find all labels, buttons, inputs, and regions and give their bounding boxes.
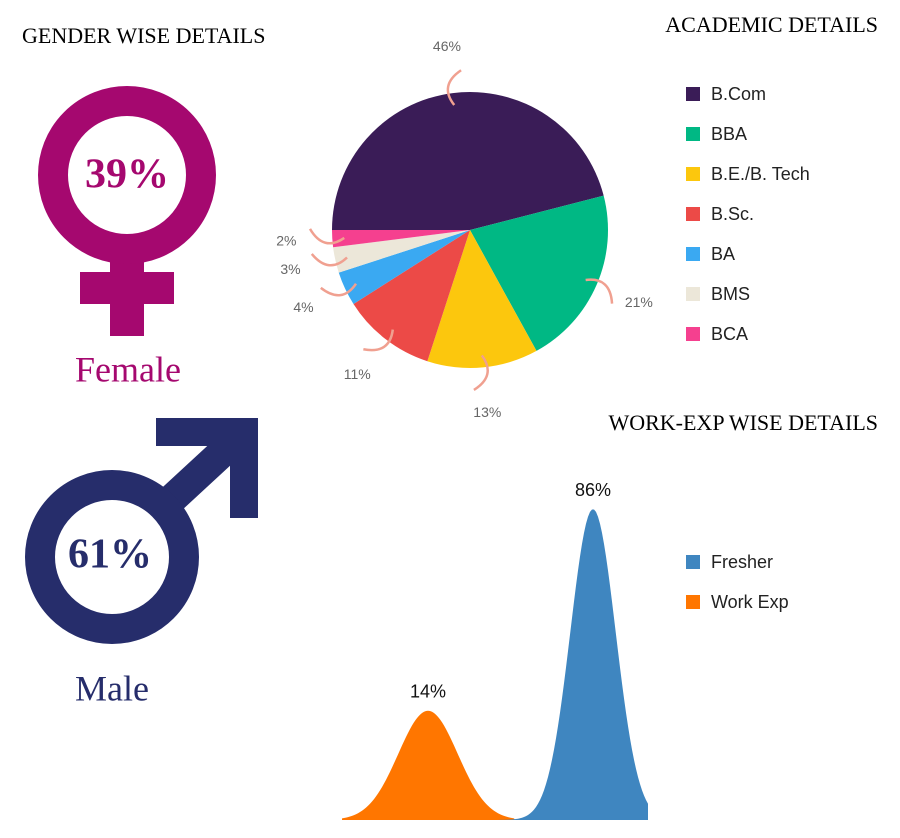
work-title: WORK-EXP WISE DETAILS (608, 410, 878, 435)
legend-swatch (686, 287, 700, 301)
female-value: 39% (85, 152, 169, 198)
pie-value-label: 46% (433, 38, 461, 54)
pie-slice (353, 230, 470, 362)
label-arrow (308, 228, 345, 245)
peak-label: 14% (410, 682, 446, 702)
legend-swatch (686, 167, 700, 181)
pie-value-label: 13% (473, 404, 501, 420)
label-arrow (585, 278, 614, 304)
legend-label: B.E./B. Tech (711, 164, 810, 184)
pie-value-label: 11% (344, 366, 371, 382)
pie-slice (427, 230, 537, 368)
legend-swatch (686, 595, 700, 609)
pie-value-label: 2% (276, 232, 296, 248)
pie-slice (332, 230, 470, 248)
pie-value-label: 21% (625, 294, 653, 310)
legend-label: BBA (711, 124, 747, 144)
pie-slice (338, 230, 470, 304)
female-cross (80, 272, 174, 304)
female-ring (38, 86, 216, 264)
pie-slice (333, 230, 470, 273)
area-peak (480, 509, 648, 820)
legend-swatch (686, 127, 700, 141)
peak-label: 86% (575, 480, 611, 500)
legend-swatch (686, 87, 700, 101)
male-ring (25, 470, 199, 644)
male-label: Male (75, 668, 149, 708)
female-label: Female (75, 349, 181, 389)
legend-swatch (686, 327, 700, 341)
legend-label: BA (711, 244, 735, 264)
legend-label: BMS (711, 284, 750, 304)
area-peak (342, 710, 515, 820)
label-arrow (363, 329, 395, 352)
pie-value-label: 4% (293, 299, 313, 315)
pie-slice (470, 195, 608, 351)
male-arrow-head (156, 418, 258, 518)
legend-swatch (686, 555, 700, 569)
label-arrow (473, 354, 489, 392)
legend-swatch (686, 207, 700, 221)
legend-label: BCA (711, 324, 748, 344)
legend-label: Fresher (711, 552, 773, 572)
label-arrow (446, 69, 462, 106)
pie-value-label: 3% (280, 261, 300, 277)
gender-title: GENDER WISE DETAILS (22, 23, 265, 48)
legend-label: Work Exp (711, 592, 789, 612)
label-arrow (310, 253, 348, 267)
legend-label: B.Com (711, 84, 766, 104)
legend-swatch (686, 247, 700, 261)
academic-title: ACADEMIC DETAILS (665, 12, 878, 37)
legend-label: B.Sc. (711, 204, 754, 224)
label-arrow (320, 282, 358, 297)
male-value: 61% (68, 532, 152, 578)
pie-slice (332, 91, 604, 230)
